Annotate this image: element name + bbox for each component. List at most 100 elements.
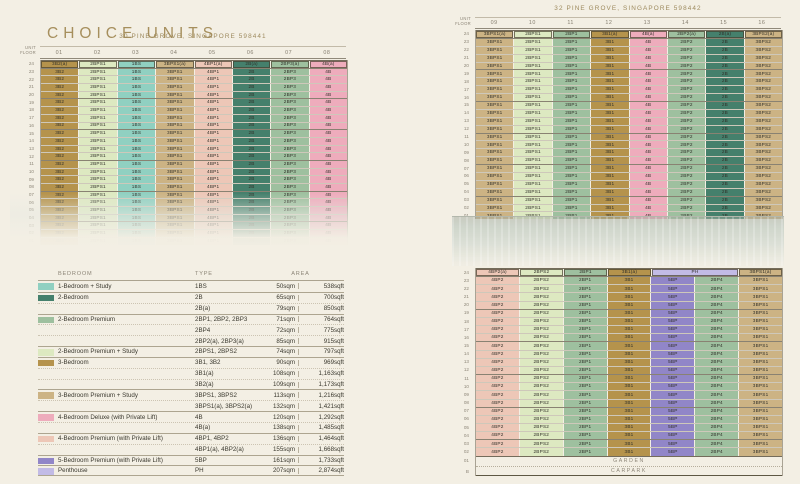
unit-cell: 4BP2 <box>476 391 519 399</box>
unit-cell: 4BP2 <box>476 432 519 440</box>
unit-cell: 5BP <box>650 358 695 366</box>
unit-cell: 3B1 <box>606 415 651 423</box>
floor-label: 16 <box>463 94 469 100</box>
unit-cell: 3BPS2 <box>743 141 782 149</box>
unit-cell: 4BP1 <box>193 114 232 122</box>
unit-matrix: 3BPS1(a) 2BPS1 2BP1 3B1(a) 4B(a) 2BP2(a) 2B(a)… <box>475 30 783 220</box>
unit-cell: 2B <box>705 173 744 180</box>
unit-cell: 4B <box>628 46 667 54</box>
legend-row: 4B(a) 138sqm 1,485sqft <box>38 421 344 433</box>
unit-cell: 2BP3 <box>270 176 309 183</box>
unit-cell: 2BP1 <box>551 62 591 70</box>
unit-cell: 2B <box>705 46 744 54</box>
unit-cell: 4BP1 <box>193 99 232 107</box>
unit-cell: 4B <box>628 204 667 212</box>
legend-header-area: AREA <box>291 271 310 277</box>
unit-cell: 4B <box>308 176 347 183</box>
unit-cell: 4BP1(a) <box>193 61 232 68</box>
unit-cell: 3B1 <box>606 440 651 448</box>
unit-cell: 2BPS2 <box>518 350 563 358</box>
unit-cell: 2BP1 <box>551 117 591 125</box>
unit-cell: 5BP <box>650 383 695 391</box>
legend-type-code: 2BP4 <box>195 326 211 334</box>
unit-cell: 2B <box>231 114 271 122</box>
area-divider <box>298 435 299 442</box>
unit-cell: 3BPS1 <box>155 99 194 107</box>
unit-cell: 3BPS1 <box>738 358 783 366</box>
floor-label: 22 <box>463 47 469 53</box>
unit-cell: 1BS <box>116 160 156 168</box>
floor-row: 4BP2 2BPS2 2BP1 3B1 5BP 2BP4 3BPS1 <box>476 341 783 350</box>
floor-label: 03 <box>463 440 469 446</box>
legend-row: 4-Bedroom Deluxe (with Private Lift) 4B 12… <box>38 411 344 422</box>
legend-area-sqm: 50sqm <box>276 282 295 290</box>
unit-cell: 2B(a) <box>705 31 744 38</box>
blur-band <box>452 216 784 266</box>
unit-cell: 4BP2 <box>476 334 519 342</box>
unit-cell: 2BP1 <box>551 54 591 62</box>
unit-cell: 2BPS2 <box>518 432 563 440</box>
unit-cell: 2B <box>231 145 271 153</box>
unit-cell: 3BPS2(a) <box>743 31 782 38</box>
unit-cell: 2BPS1 <box>513 180 552 188</box>
unit-cell: 4B <box>308 99 347 107</box>
unit-cell: 2BP1 <box>551 157 591 165</box>
unit-cell: 4B <box>308 68 347 76</box>
unit-cell: 3BPS1 <box>476 102 514 109</box>
unit-cell: 3BPS1 <box>476 204 514 212</box>
legend-area-sqm: 108sqm <box>272 370 295 378</box>
unit-cell: 3B1 <box>590 78 629 86</box>
unit-cell: 2B <box>705 125 744 133</box>
unit-cell: 4BP1 <box>193 176 232 183</box>
legend-area-sqm: 161sqm <box>272 456 295 464</box>
unit-cell: 3BPS1(a) <box>476 31 514 38</box>
unit-cell: 2B <box>231 153 271 160</box>
unit-cell: 3B2 <box>41 68 79 76</box>
floor-label: 20 <box>463 63 469 68</box>
unit-cell: 4BP1 <box>193 137 232 145</box>
floor-label: 01 <box>455 211 473 219</box>
unit-cell: 3BPS1 <box>738 317 783 326</box>
unit-cell: 3BPS2 <box>743 165 782 173</box>
unit-cell: 2BPS2 <box>519 269 563 277</box>
unit-cell: 2BP1 <box>551 212 591 220</box>
stack-number: 02 <box>93 49 101 56</box>
unit-cell: 4BP2 <box>476 293 519 301</box>
unit-cell: 3BPS1 <box>476 173 514 180</box>
legend-area-sqm: 72sqm <box>276 326 295 334</box>
legend-area-sqft: 775sqft <box>323 326 344 334</box>
unit-cell: 2BP2 <box>666 173 706 180</box>
floor-row: 4BP2 2BPS2 2BP1 3B1 5BP 2BP4 3BPS1 <box>476 292 783 301</box>
unit-cell: 3BPS1 <box>476 141 514 149</box>
legend-bedroom-label: 4-Bedroom Premium (with Private Lift) <box>58 435 163 443</box>
floor-label: 24 <box>463 31 469 37</box>
area-divider <box>298 305 299 312</box>
unit-cell: 3BPS1 <box>738 326 783 334</box>
unit-cell: 2BPS2 <box>518 423 563 432</box>
floor-label: 15 <box>463 342 469 348</box>
floor-label: 22 <box>28 76 34 82</box>
unit-cell: 4BP1 <box>193 145 232 153</box>
unit-cell: 2BP2 <box>666 133 706 141</box>
unit-cell: 3BPS2 <box>743 38 782 46</box>
unit-cell: 2BPS1 <box>513 212 552 220</box>
legend-type-code: 3BPS1, 3BPS2 <box>195 391 237 399</box>
legend-header-bedroom: BEDROOM <box>58 271 93 277</box>
building-32-grid-upper: 32 PINE GROVE, SINGAPORE 598442 UNIT FLO… <box>455 2 783 224</box>
unit-cell: 4BP2 <box>476 366 519 375</box>
legend-type-code: 1BS <box>195 282 207 290</box>
legend-bedroom-label: 1-Bedroom + Study <box>58 282 112 290</box>
unit-cell: 4B <box>308 160 347 168</box>
unit-cell: 4B <box>308 145 347 153</box>
unit-cell: 5BP <box>650 423 695 432</box>
unit-cell: 2B <box>705 149 744 157</box>
unit-cell: 2BPS1 <box>78 160 117 168</box>
unit-cell: 3B2 <box>41 168 79 176</box>
unit-cell: 2BP4 <box>694 366 739 375</box>
